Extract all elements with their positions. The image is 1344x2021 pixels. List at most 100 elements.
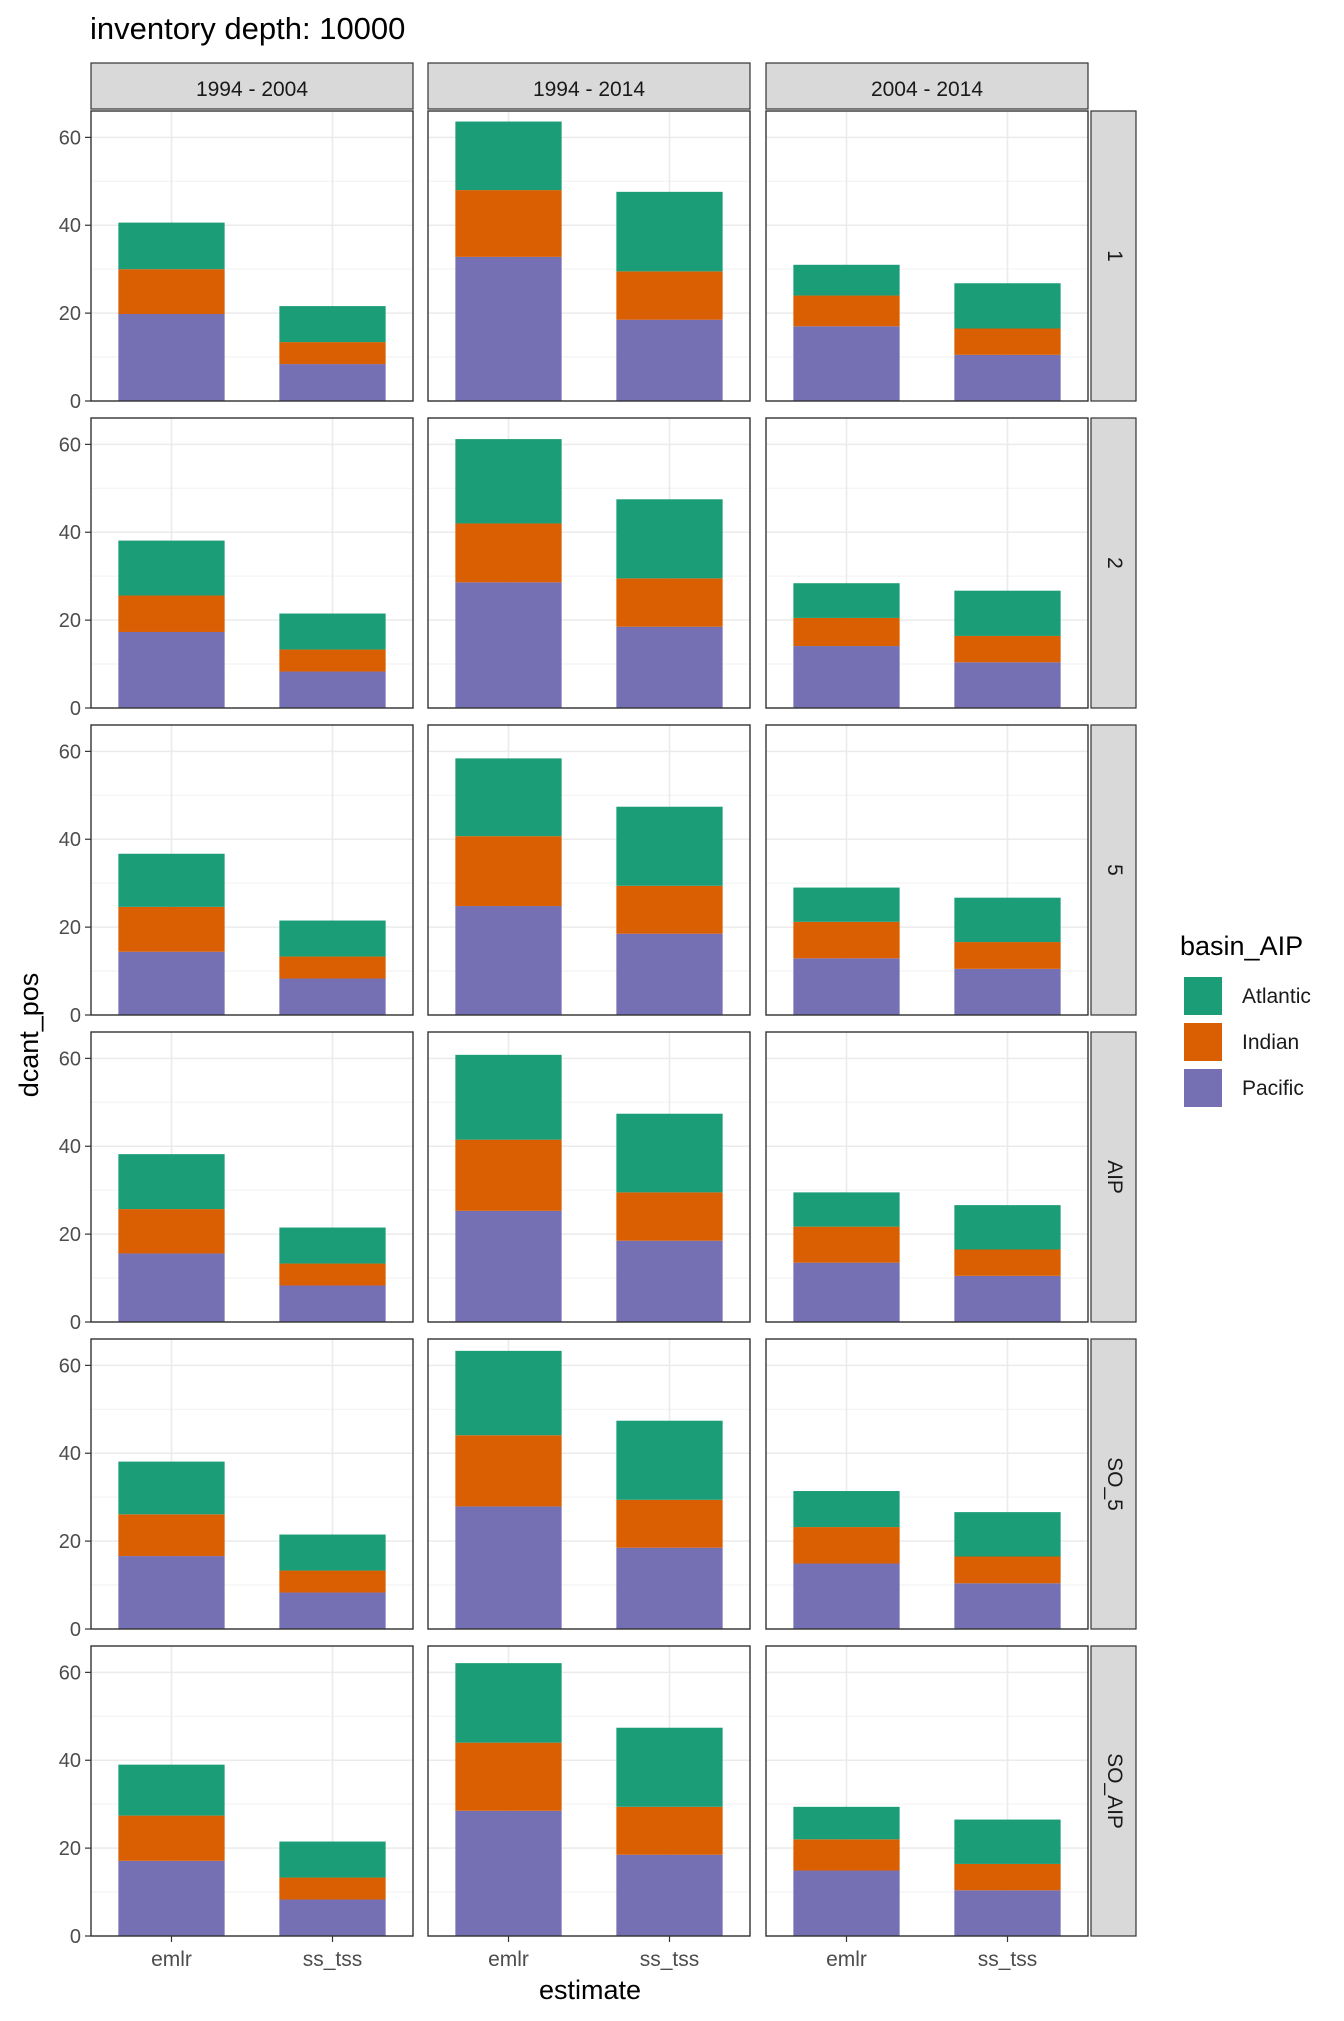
legend-title: basin_AIP <box>1180 931 1303 961</box>
y-tick-label: 20 <box>59 917 81 939</box>
bar-segment <box>279 1592 386 1629</box>
panel <box>90 110 414 402</box>
y-tick-label: 20 <box>59 1838 81 1860</box>
panel <box>427 1645 751 1937</box>
x-tick-label: emlr <box>488 1948 529 1971</box>
bar-segment <box>616 626 723 708</box>
y-tick-label: 60 <box>59 1048 81 1070</box>
bar-segment <box>455 1350 562 1436</box>
y-tick-label: 40 <box>59 1443 81 1465</box>
bar-segment <box>954 1512 1061 1557</box>
panel-border <box>765 1645 1089 1937</box>
bar-segment <box>616 271 723 320</box>
bar-segment <box>954 635 1061 663</box>
bar-segment <box>279 671 386 708</box>
row-strip-box <box>1090 1645 1137 1937</box>
panel-border <box>90 1031 414 1323</box>
panel-border <box>427 1338 751 1630</box>
bar-segment <box>954 354 1061 401</box>
bar-segment <box>954 1863 1061 1891</box>
bar-segment <box>279 1227 386 1264</box>
y-tick-label: 40 <box>59 215 81 237</box>
bar-segment <box>793 326 900 401</box>
y-tick-label: 20 <box>59 610 81 632</box>
y-tick-label: 0 <box>70 1926 81 1948</box>
bar-segment <box>279 1263 386 1286</box>
bar-segment <box>455 836 562 907</box>
bar-segment <box>118 1253 225 1322</box>
bar-segment <box>118 595 225 632</box>
panel-border <box>427 1645 751 1937</box>
panel-border <box>765 1031 1089 1323</box>
col-strip: 1994 - 2014 <box>427 62 751 110</box>
bar-segment <box>793 1491 900 1528</box>
panel-border <box>427 1031 751 1323</box>
col-strip-box <box>765 62 1089 110</box>
y-tick-label: 40 <box>59 522 81 544</box>
bar-segment <box>455 1054 562 1140</box>
legend-key <box>1184 1023 1222 1061</box>
bar-segment <box>455 439 562 524</box>
row-strip-label: SO_AIP <box>1103 1753 1126 1829</box>
row-strip-label: 2 <box>1103 557 1126 569</box>
bar-segment <box>455 190 562 257</box>
x-tick-label: ss_tss <box>640 1948 700 1971</box>
bar-segment <box>118 1514 225 1557</box>
chart-title: inventory depth: 10000 <box>90 11 405 46</box>
x-tick-label: emlr <box>151 1948 192 1971</box>
col-strip-label: 1994 - 2004 <box>196 78 308 101</box>
bar-segment <box>616 578 723 627</box>
row-strip-box <box>1090 110 1137 402</box>
panel-border <box>765 417 1089 709</box>
row-strip-box <box>1090 417 1137 709</box>
legend-label: Pacific <box>1242 1077 1304 1100</box>
bar-segment <box>616 1240 723 1322</box>
bar-segment <box>616 1806 723 1855</box>
y-axis-title: dcant_pos <box>14 973 44 1098</box>
panel <box>427 1338 751 1630</box>
row-strip-label: AIP <box>1103 1160 1126 1194</box>
bar-segment <box>616 933 723 1015</box>
bar-segment <box>616 1854 723 1936</box>
y-tick-label: 60 <box>59 1662 81 1684</box>
bar-segment <box>793 646 900 708</box>
bar-segment <box>118 853 225 907</box>
row-strip-label: 5 <box>1103 864 1126 876</box>
bar-segment <box>279 1570 386 1593</box>
bar-segment <box>455 256 562 401</box>
bar-segment <box>279 1534 386 1571</box>
bar-segment <box>279 342 386 365</box>
col-strip-label: 1994 - 2014 <box>533 78 645 101</box>
panel <box>427 110 751 402</box>
bar-segment <box>118 951 225 1015</box>
panel-border <box>427 110 751 402</box>
bar-segment <box>616 499 723 579</box>
row-strip-box <box>1090 1338 1137 1630</box>
bar-segment <box>118 906 225 952</box>
y-tick-label: 40 <box>59 829 81 851</box>
y-tick-label: 40 <box>59 1750 81 1772</box>
legend: basin_AIP Atlantic Indian Pacific <box>1180 931 1311 1109</box>
x-tick-label: ss_tss <box>978 1948 1038 1971</box>
bar-segment <box>616 1499 723 1548</box>
bar-segment <box>954 1583 1061 1629</box>
bar-segment <box>455 1506 562 1629</box>
bar-segment <box>455 121 562 191</box>
bar-segment <box>954 590 1061 636</box>
bar-segment <box>954 662 1061 708</box>
y-tick-label: 60 <box>59 741 81 763</box>
y-tick-label: 40 <box>59 1136 81 1158</box>
row-strip: AIP <box>1090 1031 1137 1323</box>
bar-segment <box>279 306 386 343</box>
bar-segment <box>279 1841 386 1878</box>
bar-segment <box>793 617 900 647</box>
y-tick-label: 0 <box>70 698 81 720</box>
bar-segment <box>455 906 562 1015</box>
row-strip: SO_AIP <box>1090 1645 1137 1937</box>
bar-segment <box>954 1249 1061 1276</box>
bar-segment <box>118 1209 225 1254</box>
bar-segment <box>793 264 900 296</box>
bar-segment <box>279 1285 386 1322</box>
panel-border <box>90 1645 414 1937</box>
panels-layer: 1994 - 2004 1994 - 2014 2004 - 20141020406… <box>59 62 1137 1971</box>
